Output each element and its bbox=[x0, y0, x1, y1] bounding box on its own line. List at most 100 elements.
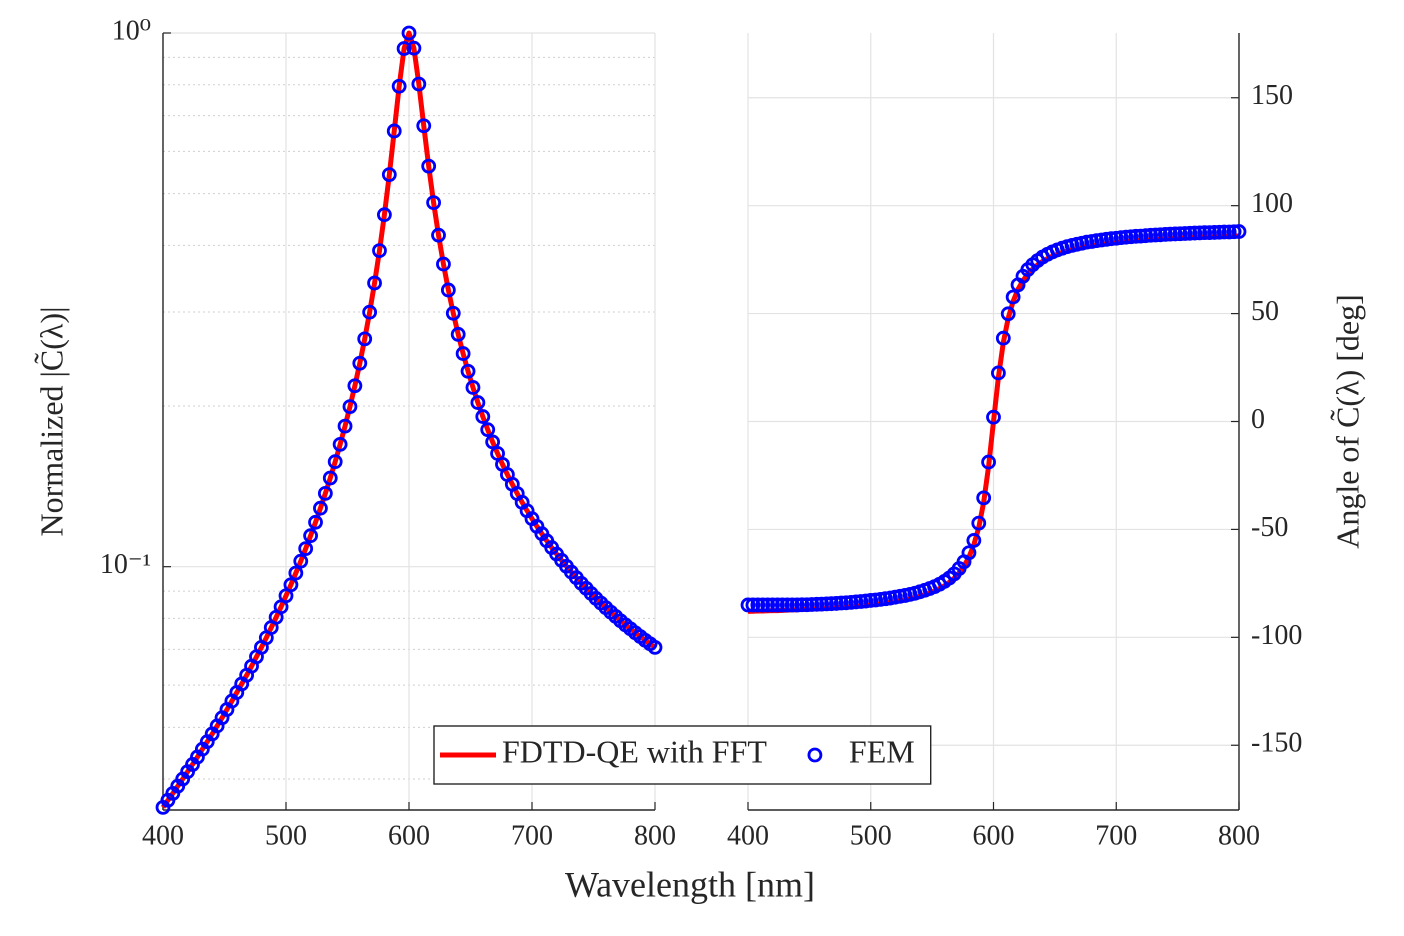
data-point bbox=[995, 330, 1011, 346]
x-axis-label: Wavelength [nm] bbox=[565, 864, 815, 904]
data-point bbox=[1128, 228, 1144, 244]
data-point bbox=[1162, 226, 1178, 242]
x-tick-label: 400 bbox=[142, 820, 184, 851]
data-point bbox=[809, 596, 825, 612]
data-point bbox=[1197, 225, 1213, 241]
y-tick-label: -50 bbox=[1251, 512, 1288, 543]
data-point bbox=[372, 243, 387, 259]
data-point bbox=[445, 305, 461, 321]
x-tick-label: 400 bbox=[727, 820, 769, 851]
data-point bbox=[1221, 224, 1237, 240]
data-point bbox=[799, 597, 815, 613]
data-point bbox=[450, 326, 466, 342]
data-point bbox=[347, 378, 363, 394]
y-tick-label: -150 bbox=[1251, 728, 1302, 759]
y-axis-label: Normalized |C̃(λ)| bbox=[33, 306, 69, 536]
data-point bbox=[1153, 227, 1168, 243]
data-point bbox=[1000, 306, 1016, 322]
data-point bbox=[293, 553, 309, 569]
legend-label: FEM bbox=[849, 733, 915, 769]
legend: FDTD-QE with FFT FEM bbox=[433, 725, 932, 785]
data-point bbox=[760, 597, 776, 613]
data-point bbox=[406, 40, 422, 56]
data-point bbox=[1143, 227, 1159, 243]
data-point bbox=[1226, 224, 1242, 240]
y-tick-label: 10⁻¹ bbox=[100, 549, 151, 580]
data-point bbox=[1133, 228, 1149, 244]
data-point bbox=[853, 594, 869, 609]
data-point bbox=[848, 594, 864, 610]
x-tick-label: 700 bbox=[511, 820, 553, 851]
data-point bbox=[750, 597, 766, 613]
data-point bbox=[283, 577, 299, 593]
x-tick-label: 600 bbox=[388, 820, 430, 851]
axes: 10⁻¹ 10⁰ 400 500 600 700 800 Normalized |C̃(λ)| bbox=[33, 15, 676, 851]
data-point bbox=[828, 596, 844, 611]
y-tick-label: 100 bbox=[1251, 188, 1293, 219]
data-point bbox=[770, 597, 785, 613]
legend-swatch bbox=[807, 747, 823, 763]
data-point bbox=[1157, 226, 1173, 242]
data-point bbox=[367, 275, 382, 291]
data-point bbox=[833, 595, 849, 611]
data-point bbox=[396, 41, 412, 56]
data-point bbox=[1123, 229, 1139, 245]
data-point bbox=[322, 470, 338, 486]
data-point bbox=[426, 195, 442, 211]
data-point bbox=[1103, 231, 1119, 247]
x-tick-label: 800 bbox=[1218, 820, 1260, 851]
legend-box bbox=[433, 725, 932, 785]
data-point bbox=[784, 597, 800, 613]
data-point bbox=[401, 25, 417, 41]
data-point bbox=[824, 596, 839, 612]
data-point bbox=[1172, 226, 1188, 242]
data-point bbox=[362, 304, 378, 320]
y-axis-label: Angle of C̃(λ) [deg] bbox=[1329, 294, 1365, 549]
data-point bbox=[386, 123, 402, 139]
data-point bbox=[765, 597, 780, 613]
data-point bbox=[376, 207, 392, 223]
data-point bbox=[1202, 225, 1217, 241]
data-point bbox=[357, 331, 373, 347]
data-point bbox=[391, 78, 407, 94]
data-point bbox=[313, 500, 328, 516]
data-point bbox=[303, 528, 319, 544]
data-point bbox=[421, 158, 437, 174]
data-point bbox=[745, 597, 761, 613]
data-point bbox=[863, 593, 879, 608]
data-point bbox=[981, 454, 996, 470]
data-point bbox=[480, 422, 496, 438]
data-point bbox=[986, 409, 1001, 425]
data-point bbox=[416, 118, 432, 134]
data-point bbox=[1211, 224, 1227, 240]
axes: -150 -100 -50 0 50 100 150 400 500 600 700 800 Angle… bbox=[727, 33, 1365, 851]
data-point bbox=[966, 533, 982, 548]
data-point bbox=[1005, 289, 1021, 305]
data-point bbox=[436, 256, 451, 272]
data-point bbox=[1167, 226, 1183, 242]
data-point bbox=[976, 490, 992, 506]
data-point bbox=[1207, 225, 1222, 240]
y-tick-label: 50 bbox=[1251, 296, 1279, 327]
data-point bbox=[838, 595, 854, 611]
data-point bbox=[647, 639, 663, 655]
data-point bbox=[819, 596, 834, 612]
data-point bbox=[971, 515, 987, 531]
data-point bbox=[352, 355, 368, 371]
data-point bbox=[460, 363, 476, 379]
data-point bbox=[475, 409, 491, 424]
y-tick-label: 10⁰ bbox=[112, 15, 151, 46]
data-point bbox=[431, 227, 446, 243]
data-point bbox=[440, 282, 456, 298]
x-tick-label: 500 bbox=[265, 820, 307, 851]
x-tick-label: 600 bbox=[973, 820, 1015, 851]
data-point bbox=[288, 565, 304, 581]
data-point bbox=[789, 597, 805, 613]
data-point bbox=[1113, 230, 1129, 246]
data-point bbox=[327, 454, 343, 470]
data-point bbox=[1231, 224, 1247, 239]
data-point bbox=[779, 597, 795, 613]
data-point bbox=[470, 395, 486, 410]
data-point bbox=[961, 545, 977, 561]
